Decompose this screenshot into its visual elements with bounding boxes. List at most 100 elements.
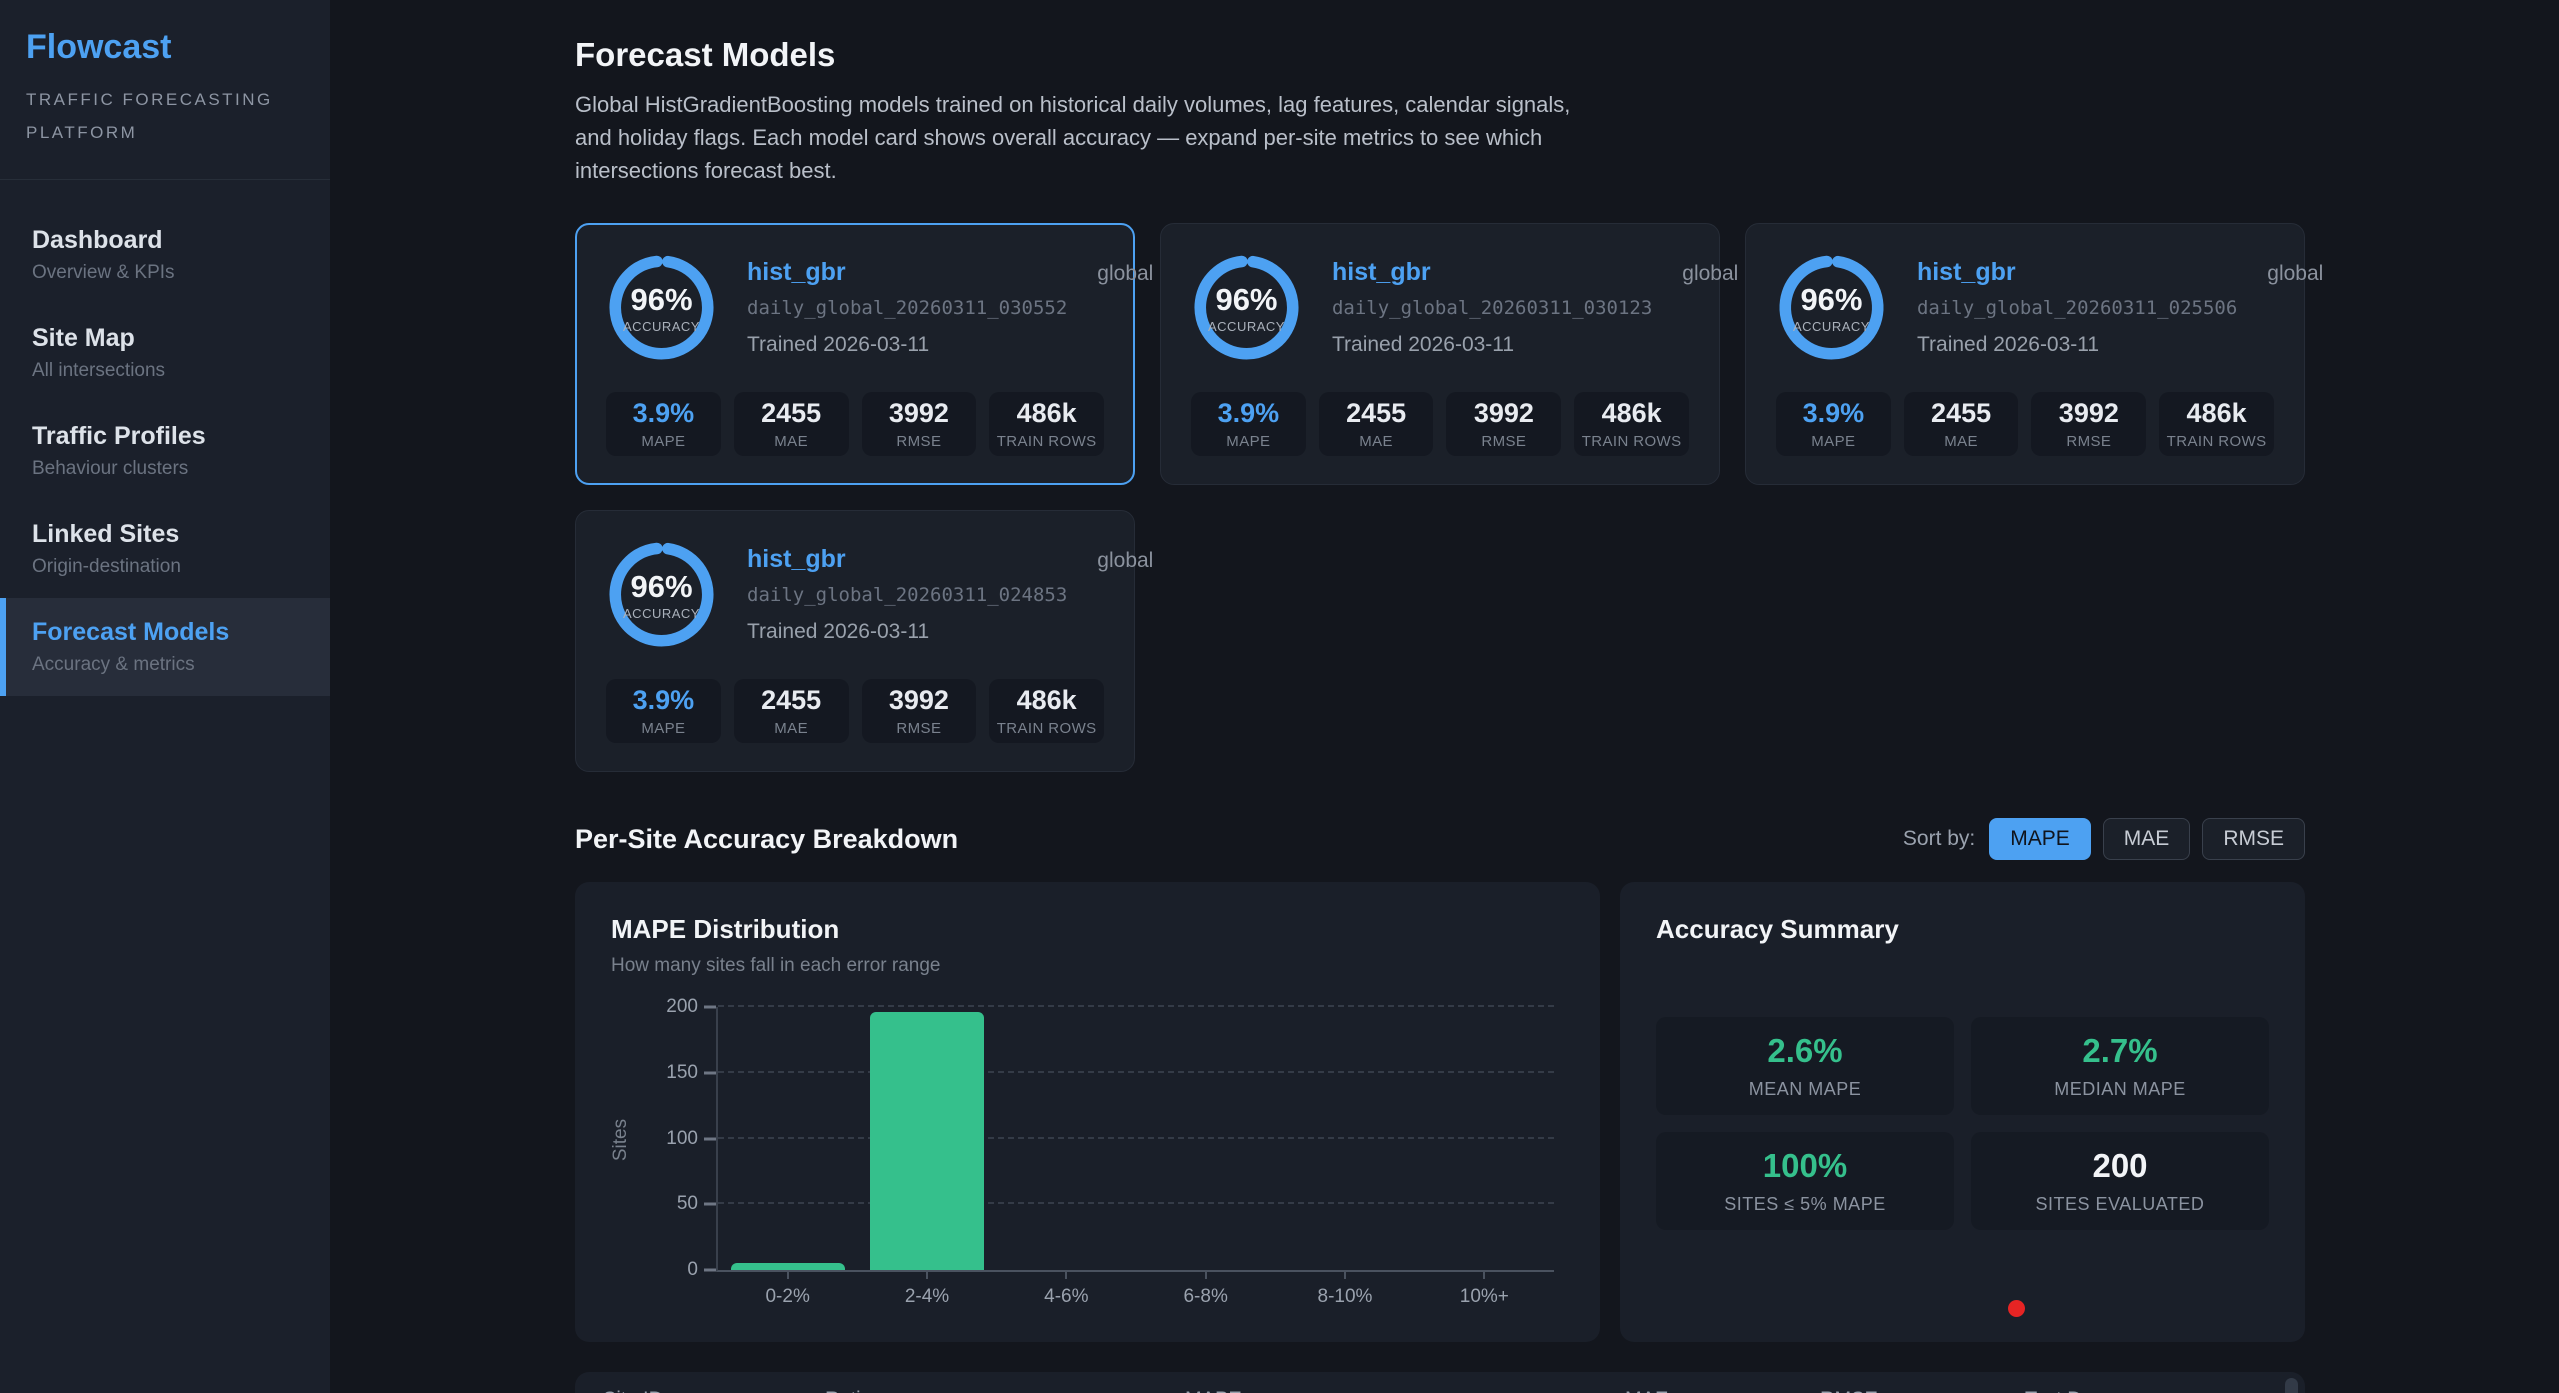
sidebar-item-sublabel: Behaviour clusters bbox=[32, 458, 189, 480]
metric-value: 3992 bbox=[2058, 398, 2119, 428]
table-header-site-id: Site ID bbox=[603, 1388, 663, 1393]
main-content: Forecast Models Global HistGradientBoost… bbox=[330, 0, 2559, 1393]
accuracy-donut-text: 96% ACCURACY bbox=[606, 539, 717, 650]
metric-value: 3992 bbox=[1473, 398, 1534, 428]
chart-y-tick-label: 50 bbox=[676, 1193, 698, 1215]
metric-label: RMSE bbox=[1481, 433, 1527, 450]
metric-label: MAPE bbox=[1811, 433, 1856, 450]
table-header-mae: MAE bbox=[1625, 1388, 1668, 1393]
model-metrics-row: 3.9% MAPE 2455 MAE 3992 RMSE 486k TRAIN ROWS bbox=[1190, 392, 1689, 456]
model-metrics-row: 3.9% MAPE 2455 MAE 3992 RMSE 486k TRAIN ROWS bbox=[1775, 392, 2274, 456]
accuracy-donut: 96% ACCURACY bbox=[1776, 252, 1887, 363]
sidebar-item-forecast-models[interactable]: Forecast Models Accuracy & metrics bbox=[0, 598, 330, 697]
sidebar-item-traffic-profiles[interactable]: Traffic Profiles Behaviour clusters bbox=[0, 402, 330, 500]
model-trained-date: Trained 2026-03-11 bbox=[1331, 333, 1515, 356]
model-name: hist_gbr bbox=[1916, 258, 2016, 286]
metric-box-mape: 3.9% MAPE bbox=[606, 679, 721, 743]
summary-stat-sites-evaluated: 200 SITES EVALUATED bbox=[1971, 1132, 2269, 1230]
model-name: hist_gbr bbox=[747, 258, 846, 286]
chart-bar-2-4 bbox=[869, 1012, 984, 1270]
sidebar-item-linked-sites[interactable]: Linked Sites Origin-destination bbox=[0, 500, 330, 598]
sidebar-item-label: Traffic Profiles bbox=[32, 422, 206, 451]
metric-value: 486k bbox=[1016, 685, 1077, 715]
sidebar-item-sublabel: Accuracy & metrics bbox=[32, 654, 195, 676]
metric-box-rmse: 3992 RMSE bbox=[861, 679, 977, 743]
model-trained-date: Trained 2026-03-11 bbox=[747, 333, 930, 356]
table-header-mape: MAPE bbox=[1185, 1388, 1242, 1393]
model-card[interactable]: 96% ACCURACY hist_gbr daily_global_20260311… bbox=[1744, 223, 2323, 485]
sort-by-label: Sort by: bbox=[1902, 827, 1976, 850]
metric-label: MAPE bbox=[641, 720, 686, 737]
per-site-table-panel: Site ID Rating MAPE MAE RMSE Test Days bbox=[575, 1372, 2305, 1393]
metric-value: 486k bbox=[1016, 398, 1077, 428]
sort-controls: Sort by: MAPE MAE RMSE bbox=[1903, 818, 2305, 860]
metric-box-mape: 3.9% MAPE bbox=[1775, 392, 1891, 456]
metric-box-rmse: 3992 RMSE bbox=[2031, 392, 2147, 456]
summary-stat-sites-5-mape: 100% SITES ≤ 5% MAPE bbox=[1656, 1132, 1954, 1230]
sidebar-item-label: Forecast Models bbox=[32, 618, 230, 647]
metric-label: MAE bbox=[774, 433, 808, 450]
metric-label: TRAIN ROWS bbox=[1581, 433, 1682, 450]
chart-x-tick-mark bbox=[1204, 1270, 1207, 1279]
sidebar: Flowcast TRAFFIC FORECASTING PLATFORM Da… bbox=[0, 0, 330, 1393]
chart-bar-slot: 0-2% bbox=[718, 1007, 857, 1307]
model-name: hist_gbr bbox=[1331, 258, 1431, 286]
metric-box-mae: 2455 MAE bbox=[1318, 392, 1434, 456]
sidebar-item-label: Linked Sites bbox=[32, 520, 180, 549]
table-scrollbar-thumb[interactable] bbox=[2285, 1378, 2298, 1393]
accuracy-donut: 96% ACCURACY bbox=[606, 252, 717, 363]
metric-box-train-rows: 486k TRAIN ROWS bbox=[2159, 392, 2274, 456]
chart-gridline bbox=[718, 1005, 1554, 1007]
model-metrics-row: 3.9% MAPE 2455 MAE 3992 RMSE 486k TRAIN ROWS bbox=[606, 392, 1104, 456]
metric-box-train-rows: 486k TRAIN ROWS bbox=[989, 679, 1104, 743]
model-cards-grid: 96% ACCURACY hist_gbr daily_global_20260311… bbox=[575, 223, 2323, 772]
sidebar-item-dashboard[interactable]: Dashboard Overview & KPIs bbox=[0, 206, 330, 304]
model-card[interactable]: 96% ACCURACY hist_gbr daily_global_20260311… bbox=[1159, 223, 1738, 485]
table-header-test-days: Test Days bbox=[2025, 1388, 2113, 1393]
model-card-top: 96% ACCURACY hist_gbr daily_global_20260311… bbox=[1776, 252, 2323, 363]
table-header-rmse: RMSE bbox=[1820, 1388, 1878, 1393]
chart-gridline bbox=[718, 1070, 1554, 1073]
breakdown-header: Per-Site Accuracy Breakdown Sort by: MAP… bbox=[575, 818, 2305, 860]
sidebar-item-label: Dashboard bbox=[32, 226, 163, 255]
chart-x-tick-label: 4-6% bbox=[1044, 1286, 1089, 1307]
model-trained-date: Trained 2026-03-11 bbox=[747, 620, 930, 643]
model-scope-badge: global bbox=[1682, 262, 1739, 285]
sort-button-rmse[interactable]: RMSE bbox=[2202, 818, 2305, 860]
model-metrics-row: 3.9% MAPE 2455 MAE 3992 RMSE 486k TRAIN ROWS bbox=[606, 679, 1104, 743]
summary-stat-value: 200 bbox=[2092, 1147, 2148, 1184]
model-card[interactable]: 96% ACCURACY hist_gbr daily_global_20260311… bbox=[575, 510, 1153, 772]
metric-label: MAE bbox=[1359, 433, 1393, 450]
accuracy-donut-text: 96% ACCURACY bbox=[1191, 252, 1302, 363]
model-id: daily_global_20260311_030552 bbox=[747, 297, 1068, 319]
chart-x-tick-label: 0-2% bbox=[765, 1286, 810, 1307]
chart-x-tick-label: 6-8% bbox=[1183, 1286, 1228, 1307]
chart-y-tick-mark bbox=[704, 1202, 716, 1206]
summary-stat-value: 100% bbox=[1762, 1147, 1848, 1184]
metric-label: TRAIN ROWS bbox=[996, 433, 1097, 450]
model-card[interactable]: 96% ACCURACY hist_gbr daily_global_20260311… bbox=[575, 223, 1153, 485]
metric-value: 3992 bbox=[888, 685, 949, 715]
page-description: Global HistGradientBoosting models train… bbox=[575, 92, 1571, 183]
mape-distribution-chart: Sites 0 50 100 150 200 0-2% 2-4% 4-6% 6-8% 8-10% 1… bbox=[610, 996, 1554, 1307]
summary-stat-label: SITES ≤ 5% MAPE bbox=[1724, 1194, 1886, 1214]
chart-y-tick-label: 0 bbox=[687, 1259, 698, 1280]
chart-x-tick-label: 8-10% bbox=[1317, 1286, 1373, 1307]
sort-button-mae[interactable]: MAE bbox=[2102, 818, 2191, 860]
sidebar-item-site-map[interactable]: Site Map All intersections bbox=[0, 304, 330, 402]
chart-y-tick-mark bbox=[704, 1005, 716, 1009]
chart-x-tick-label: 10%+ bbox=[1459, 1286, 1509, 1307]
mape-distribution-panel: MAPE Distribution How many sites fall in… bbox=[575, 882, 1600, 1342]
metric-value: 3.9% bbox=[1802, 398, 1865, 428]
chart-subtitle: How many sites fall in each error range bbox=[611, 955, 941, 976]
sort-button-mape[interactable]: MAPE bbox=[1989, 818, 2091, 860]
metric-value: 3.9% bbox=[632, 398, 695, 428]
model-info: hist_gbr daily_global_20260311_024853 Trai… bbox=[747, 545, 1067, 644]
model-card-top: 96% ACCURACY hist_gbr daily_global_20260311… bbox=[1191, 252, 1738, 363]
chart-y-tick-mark bbox=[704, 1137, 716, 1140]
chart-gridline bbox=[718, 1202, 1554, 1205]
model-info: hist_gbr daily_global_20260311_025506 Trai… bbox=[1917, 258, 2237, 357]
accuracy-donut-text: 96% ACCURACY bbox=[1776, 252, 1887, 363]
summary-stat-median-mape: 2.7% MEDIAN MAPE bbox=[1971, 1017, 2269, 1115]
summary-title: Accuracy Summary bbox=[1656, 914, 1899, 944]
